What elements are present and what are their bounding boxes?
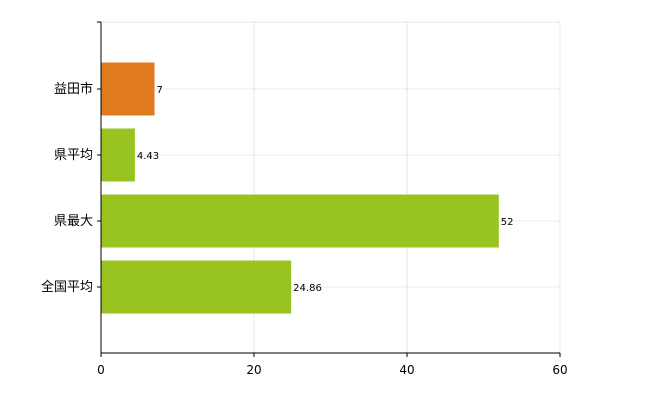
category-label-0: 益田市	[54, 81, 93, 97]
category-label-3: 全国平均	[41, 279, 93, 295]
bar-2	[101, 194, 499, 248]
bar-layer	[101, 62, 499, 314]
x-tick-label-0: 0	[97, 363, 105, 377]
bar-0	[101, 62, 155, 116]
bar-3	[101, 260, 292, 314]
value-label-2: 52	[501, 217, 514, 228]
value-label-0: 7	[157, 85, 163, 96]
x-tick-label-2: 40	[399, 363, 414, 377]
axis-layer	[97, 21, 561, 357]
x-tick-label-1: 20	[246, 363, 261, 377]
category-label-1: 県平均	[54, 148, 93, 163]
category-label-2: 県最大	[54, 214, 93, 229]
value-label-3: 24.86	[293, 283, 322, 294]
x-tick-label-3: 60	[552, 363, 567, 377]
value-label-1: 4.43	[137, 151, 159, 162]
bar-1	[101, 128, 135, 182]
